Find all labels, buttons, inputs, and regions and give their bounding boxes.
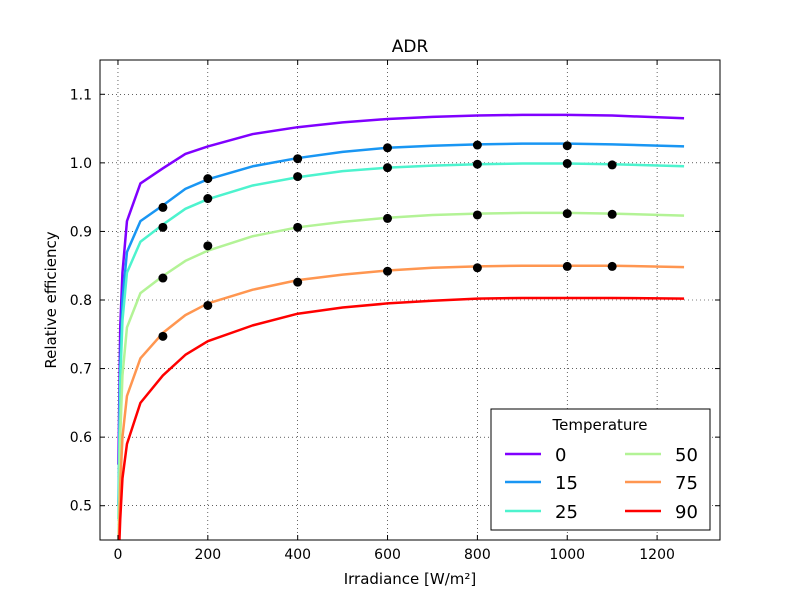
data-point-50 (562, 209, 572, 219)
data-point-75 (472, 263, 482, 273)
data-point-15 (158, 202, 168, 212)
series-line-90 (118, 296, 685, 540)
data-point-25 (607, 160, 617, 170)
y-tick-label: 1.0 (70, 156, 92, 172)
legend-label-90: 90 (675, 502, 698, 523)
data-point-75 (203, 300, 213, 310)
data-point-15 (562, 141, 572, 151)
legend-items: 0 15 25 50 75 90 (505, 445, 698, 523)
data-point-75 (383, 266, 393, 276)
legend-label-50: 50 (675, 445, 698, 466)
data-point-15 (293, 154, 303, 164)
data-point-50 (158, 273, 168, 283)
y-tick-label: 0.5 (70, 499, 92, 515)
x-tick-label: 1000 (549, 547, 585, 563)
series-line-0 (117, 113, 685, 465)
data-point-15 (472, 140, 482, 150)
y-tick-label: 0.7 (70, 362, 92, 378)
y-tick-label: 1.1 (70, 87, 92, 103)
data-point-50 (383, 213, 393, 223)
series-layer (117, 113, 685, 540)
data-point-25 (158, 222, 168, 232)
data-point-75 (293, 277, 303, 287)
series-line-75 (117, 264, 685, 540)
data-point-75 (158, 331, 168, 341)
legend-title: Temperature (551, 416, 647, 434)
data-point-15 (383, 143, 393, 153)
series-line-15 (117, 142, 685, 506)
legend-label-0: 0 (555, 445, 566, 466)
legend-label-25: 25 (555, 502, 578, 523)
data-point-25 (383, 163, 393, 173)
data-point-50 (293, 222, 303, 232)
series-line-50 (117, 211, 685, 540)
data-point-50 (607, 209, 617, 219)
x-tick-label: 0 (114, 547, 123, 563)
data-point-25 (472, 159, 482, 169)
x-tick-label: 600 (374, 547, 401, 563)
y-tick-label: 0.6 (70, 430, 92, 446)
x-tick-label: 400 (284, 547, 311, 563)
y-tick-label: 0.8 (70, 293, 92, 309)
data-point-25 (293, 172, 303, 182)
y-axis-label: Relative efficiency (42, 231, 60, 368)
data-point-75 (607, 261, 617, 271)
legend-label-75: 75 (675, 473, 698, 494)
data-point-50 (203, 241, 213, 251)
legend-label-15: 15 (555, 473, 578, 494)
y-tick-label: 0.9 (70, 224, 92, 240)
data-point-15 (203, 174, 213, 184)
data-point-75 (562, 261, 572, 271)
legend: Temperature 0 15 25 50 75 90 (490, 408, 711, 531)
x-tick-label: 800 (464, 547, 491, 563)
data-point-50 (472, 210, 482, 220)
series-line-25 (117, 162, 685, 520)
x-tick-label: 1200 (639, 547, 675, 563)
x-axis-label: Irradiance [W/m²] (344, 570, 477, 588)
x-tick-label: 200 (194, 547, 221, 563)
ticks: 0 200 400 600 800 1000 1200 0.5 0.6 0.7 0.8 0.9 1.0 1… (70, 60, 720, 563)
data-point-25 (562, 159, 572, 169)
chart-title: ADR (392, 37, 429, 57)
data-point-25 (203, 194, 213, 204)
